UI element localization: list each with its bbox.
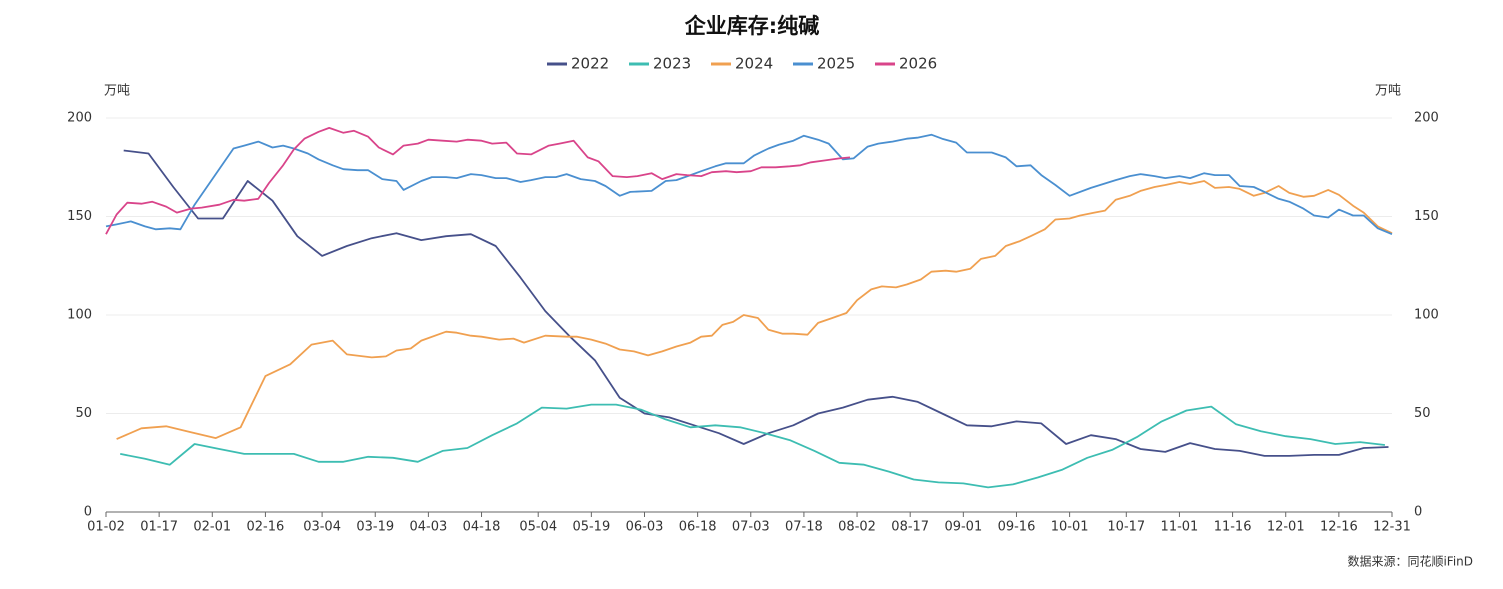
x-tick-label: 03-04	[303, 520, 341, 535]
series-line	[123, 149, 1389, 457]
x-tick-label: 10-01	[1051, 520, 1089, 535]
x-tick-label: 08-17	[891, 520, 929, 535]
x-tick-label: 11-16	[1214, 520, 1252, 535]
y2-tick-label: 50	[1414, 406, 1431, 421]
x-tick-label: 09-16	[998, 520, 1036, 535]
x-tick-label: 02-01	[193, 520, 231, 535]
x-tick-label: 05-04	[519, 520, 557, 535]
x-tick-label: 07-18	[785, 520, 823, 535]
y2-axis-unit: 万吨	[1375, 84, 1401, 99]
y-tick-label: 100	[67, 308, 92, 323]
series-line	[120, 403, 1386, 489]
x-tick-label: 09-01	[944, 520, 982, 535]
x-tick-label: 12-16	[1320, 520, 1358, 535]
x-tick-label: 12-01	[1267, 520, 1305, 535]
x-tick-label: 02-16	[247, 520, 285, 535]
source-note: 数据来源：同花顺iFinD	[1347, 554, 1473, 569]
x-tick-label: 06-18	[679, 520, 717, 535]
y2-tick-label: 150	[1414, 209, 1439, 224]
y-tick-label: 0	[84, 505, 92, 520]
x-tick-label: 01-17	[140, 520, 178, 535]
legend-label: 2025	[817, 55, 855, 73]
y2-tick-label: 200	[1414, 111, 1439, 126]
y-tick-label: 50	[75, 406, 92, 421]
legend-label: 2023	[653, 55, 691, 73]
y2-tick-label: 100	[1414, 308, 1439, 323]
legend-label: 2024	[735, 55, 773, 73]
y2-tick-label: 0	[1414, 505, 1422, 520]
series-line	[105, 133, 1393, 236]
x-tick-label: 12-31	[1373, 520, 1411, 535]
x-tick-label: 10-17	[1107, 520, 1145, 535]
x-tick-label: 04-18	[463, 520, 501, 535]
x-tick-label: 05-19	[572, 520, 610, 535]
y-tick-label: 150	[67, 209, 92, 224]
x-tick-label: 08-02	[838, 520, 876, 535]
legend-label: 2022	[571, 55, 609, 73]
x-tick-label: 07-03	[732, 520, 770, 535]
x-tick-label: 03-19	[356, 520, 394, 535]
x-tick-label: 06-03	[626, 520, 664, 535]
y-axis-unit: 万吨	[104, 84, 130, 99]
chart-title: 企业库存:纯碱	[684, 14, 819, 38]
legend-label: 2026	[899, 55, 937, 73]
x-tick-label: 01-02	[87, 520, 125, 535]
x-tick-label: 11-01	[1161, 520, 1199, 535]
series-line	[105, 127, 851, 235]
series-line	[116, 180, 1393, 440]
y-tick-label: 200	[67, 111, 92, 126]
x-tick-label: 04-03	[409, 520, 447, 535]
